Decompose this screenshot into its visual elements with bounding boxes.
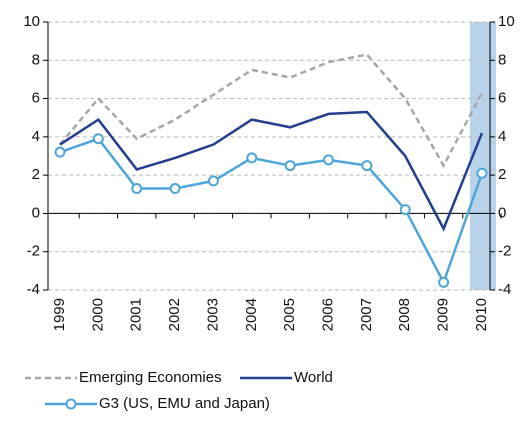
- y-tick-label: 8: [32, 51, 40, 68]
- x-tick-label: 2010: [473, 298, 490, 331]
- x-tick-label: 2005: [281, 298, 298, 331]
- x-tick-label: 2003: [204, 298, 221, 331]
- y2-tick-label: 0: [498, 204, 506, 221]
- x-tick-label: 2008: [396, 298, 413, 331]
- legend-label: Emerging Economies: [79, 369, 222, 386]
- y-tick-label: 2: [32, 166, 40, 183]
- y2-tick-label: -2: [498, 243, 511, 260]
- y2-tick-label: 10: [498, 13, 515, 30]
- x-tick-label: 2009: [435, 298, 452, 331]
- x-tick-label: 2000: [89, 298, 106, 331]
- series-marker: [284, 160, 296, 172]
- series-line: [59, 110, 484, 232]
- series-marker: [476, 167, 488, 179]
- series-marker: [361, 160, 373, 172]
- y-tick-label: 0: [32, 204, 40, 221]
- series-marker: [54, 146, 66, 158]
- x-tick-label: 2004: [243, 298, 260, 331]
- y-tick-label: -2: [27, 243, 40, 260]
- series-line: [59, 53, 484, 169]
- series-marker: [399, 204, 411, 216]
- series-marker: [131, 183, 143, 195]
- x-tick-label: 2006: [319, 298, 336, 331]
- y2-tick-label: 4: [498, 128, 506, 145]
- y2-tick-label: 8: [498, 51, 506, 68]
- legend-label: G3 (US, EMU and Japan): [99, 395, 270, 412]
- series-marker: [92, 133, 104, 145]
- forecast-shade: [470, 22, 496, 290]
- y2-tick-label: 6: [498, 90, 506, 107]
- y-tick-label: 6: [32, 90, 40, 107]
- y2-tick-label: -4: [498, 281, 511, 298]
- series-marker: [246, 152, 258, 164]
- x-tick-label: 2001: [128, 298, 145, 331]
- series-line: [59, 137, 484, 286]
- legend-marker: [65, 398, 77, 410]
- y-tick-label: 10: [23, 13, 40, 30]
- y-tick-label: -4: [27, 281, 40, 298]
- series-marker: [169, 183, 181, 195]
- y-tick-label: 4: [32, 128, 40, 145]
- x-tick-label: 2002: [166, 298, 183, 331]
- y2-tick-label: 2: [498, 166, 506, 183]
- series-marker: [207, 175, 219, 187]
- x-tick-label: 1999: [51, 298, 68, 331]
- legend-label: World: [294, 369, 333, 386]
- x-tick-label: 2007: [358, 298, 375, 331]
- series-marker: [438, 276, 450, 288]
- series-marker: [323, 154, 335, 166]
